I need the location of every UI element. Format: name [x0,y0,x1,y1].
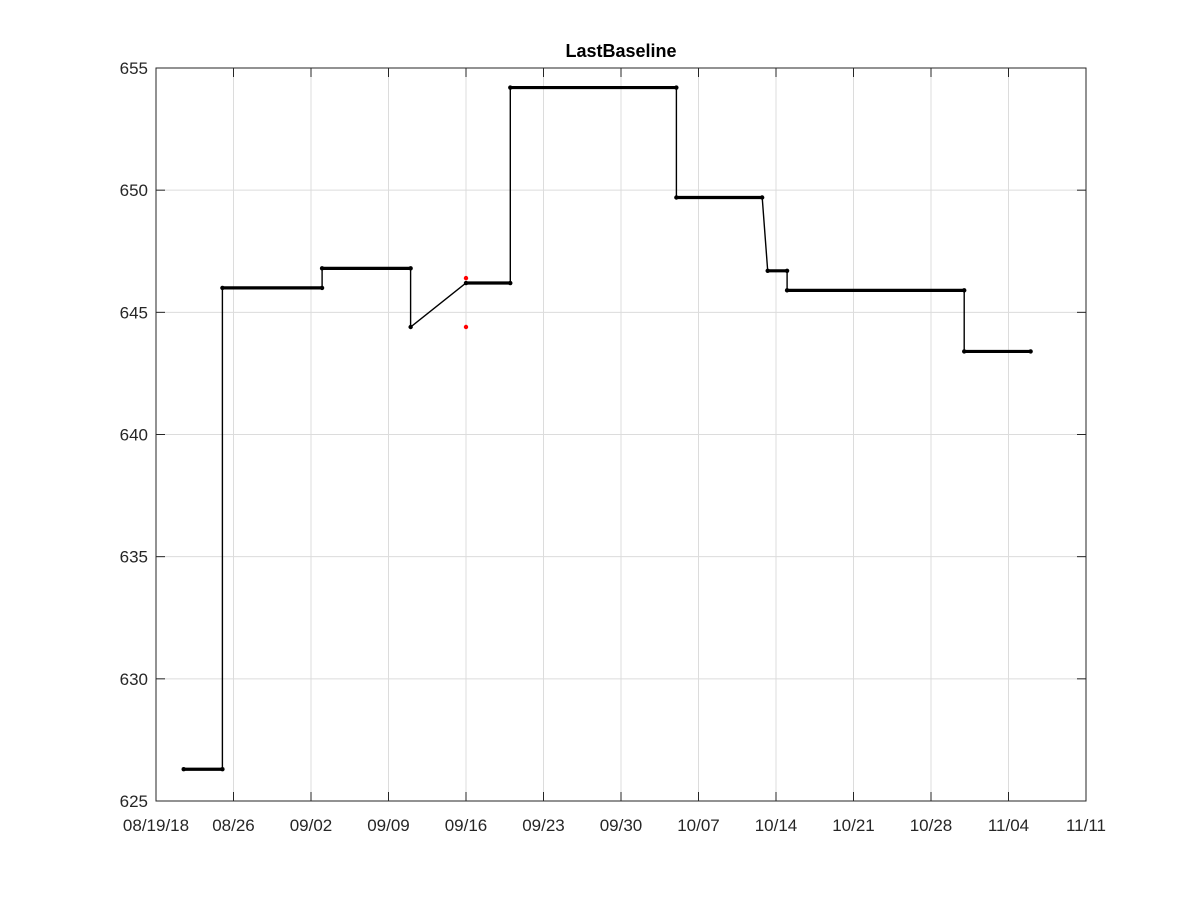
data-point [220,285,225,291]
data-point [674,85,679,90]
data-point [319,266,325,271]
y-tick-label: 625 [120,792,148,811]
data-point [674,195,679,200]
x-tick-label: 11/11 [1066,816,1106,835]
data-point [765,268,770,273]
data-point [759,195,765,200]
grid-lines [155,67,1087,802]
data-point [408,266,413,271]
data-point [508,85,513,90]
x-tick-label: 09/02 [290,816,333,835]
x-tick-label: 08/26 [212,816,255,835]
data-point [962,288,967,293]
y-tick-label: 650 [120,181,148,200]
x-tick-label: 09/23 [522,816,565,835]
data-point [220,767,225,772]
y-tick-label: 655 [120,59,148,78]
y-tick-label: 640 [120,426,148,445]
data-point [319,285,325,291]
y-tick-label: 635 [120,548,148,567]
x-tick-label: 09/16 [445,816,488,835]
x-tick-label: 10/21 [832,816,875,835]
data-point [962,349,967,354]
x-tick-label: 10/28 [910,816,953,835]
axis-ticks: 08/19/18 08/26 09/02 09/09 09/16 09/23 09/30 10… [120,59,1106,835]
data-point [463,280,469,286]
data-point [408,324,413,330]
data-point [181,767,186,772]
data-point [784,288,790,293]
x-tick-label: 10/07 [677,816,720,835]
chart-title: LastBaseline [565,41,676,61]
data-point [1028,349,1033,354]
data-point [463,275,469,281]
series-0 [181,85,1033,772]
y-tick-label: 630 [120,670,148,689]
data-series [181,85,1033,772]
data-point [508,280,513,286]
data-point [463,324,469,330]
x-tick-label: 09/09 [367,816,410,835]
x-tick-label: 10/14 [755,816,798,835]
series-1 [463,275,469,330]
y-tick-label: 645 [120,303,148,322]
x-tick-label: 09/30 [600,816,643,835]
data-point [784,268,790,273]
x-tick-label: 11/04 [988,816,1029,835]
x-tick-label: 08/19/18 [123,816,189,835]
